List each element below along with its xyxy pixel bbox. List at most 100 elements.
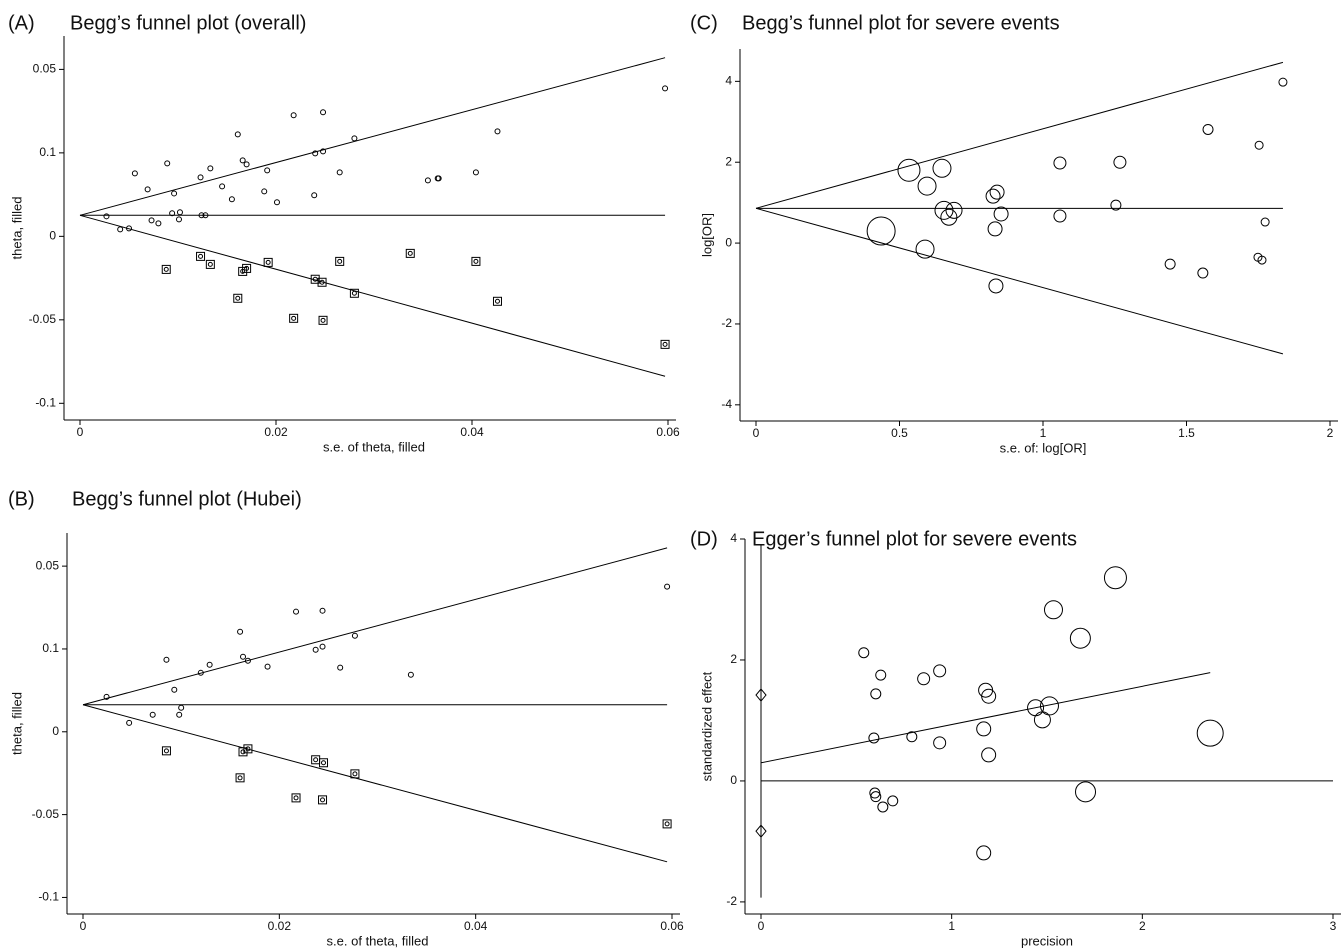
point [178, 704, 185, 711]
point [1164, 258, 1176, 270]
filled-point [263, 257, 273, 267]
point [1202, 123, 1214, 135]
point [435, 175, 442, 182]
y-tick-label: -2 [726, 894, 737, 908]
point [261, 188, 268, 195]
marker-inner [265, 259, 271, 265]
point [169, 210, 176, 217]
point [1278, 77, 1288, 87]
point [870, 791, 882, 803]
y-tick-label: 0 [725, 235, 732, 249]
point [917, 672, 931, 686]
point [877, 801, 889, 813]
point [237, 628, 244, 635]
point [163, 656, 170, 663]
point [319, 643, 326, 650]
marker-inner [235, 295, 241, 301]
marker-inner [664, 821, 670, 827]
point [312, 150, 319, 157]
x-tick-label: 0 [77, 425, 84, 439]
marker-inner [494, 298, 500, 304]
point [1113, 155, 1127, 169]
filled-point [161, 746, 171, 756]
marker-inner [321, 760, 327, 766]
y-tick-label: 2 [725, 154, 732, 168]
point [176, 711, 183, 718]
x-axis-title: s.e. of theta, filled [327, 933, 429, 948]
point [1254, 140, 1264, 150]
x-tick-label: 1 [1040, 426, 1047, 440]
point [989, 184, 1005, 200]
filled-point [233, 293, 243, 303]
point [932, 158, 952, 178]
point [155, 220, 162, 227]
x-axis-title: s.e. of theta, filled [323, 439, 425, 454]
marker-inner [312, 276, 318, 282]
point [875, 669, 887, 681]
filled-point [196, 251, 206, 261]
point [1043, 600, 1063, 620]
point [351, 135, 358, 142]
x-tick-label: 0 [753, 426, 760, 440]
point [933, 664, 947, 678]
marker-inner [407, 250, 413, 256]
reference-line [79, 57, 666, 216]
point [290, 112, 297, 119]
filled-point [317, 277, 327, 287]
reference-line [82, 547, 668, 706]
x-tick-label: 0.04 [464, 919, 488, 933]
point [336, 169, 343, 176]
point [243, 161, 250, 168]
point [662, 85, 669, 92]
filled-point [310, 274, 320, 284]
filled-point [660, 339, 670, 349]
point [1033, 711, 1051, 729]
point [197, 669, 204, 676]
point [148, 217, 155, 224]
y-tick-label: 0 [49, 229, 56, 243]
y-tick-label: 4 [725, 74, 732, 88]
x-tick-label: 0 [758, 919, 765, 933]
y-tick-label: 0.05 [36, 558, 60, 572]
y-tick-label: 0.1 [42, 641, 59, 655]
filled-point [471, 256, 481, 266]
point [264, 663, 271, 670]
point [175, 216, 182, 223]
point [868, 732, 880, 744]
point [755, 688, 767, 702]
marker-inner [240, 749, 246, 755]
y-tick-label: -2 [721, 316, 732, 330]
filled-point [405, 248, 415, 258]
point [915, 239, 935, 259]
y-tick-label: -0.1 [38, 890, 59, 904]
point [103, 213, 110, 220]
point [424, 177, 431, 184]
chart-title: Begg’s funnel plot (overall) [70, 12, 306, 34]
y-axis-title: log[OR] [699, 213, 714, 257]
x-axis-title: s.e. of: log[OR] [1000, 440, 1087, 455]
point [976, 721, 992, 737]
x-tick-label: 0.02 [268, 919, 292, 933]
point [981, 747, 997, 763]
filled-point [319, 758, 329, 768]
filled-point [335, 256, 345, 266]
x-tick-label: 1.5 [1178, 426, 1195, 440]
point [981, 688, 997, 704]
point [1069, 627, 1091, 649]
panel-label: (A) [8, 12, 35, 34]
marker-inner [337, 258, 343, 264]
point [917, 176, 937, 196]
reference-line [755, 61, 1284, 209]
point [1257, 255, 1267, 265]
point [312, 646, 319, 653]
point [987, 221, 1003, 237]
point [244, 657, 251, 664]
point [337, 664, 344, 671]
point [103, 693, 110, 700]
filled-point [161, 264, 171, 274]
filled-point [291, 793, 301, 803]
filled-point [662, 819, 672, 829]
point [870, 688, 882, 700]
point [1196, 719, 1224, 747]
